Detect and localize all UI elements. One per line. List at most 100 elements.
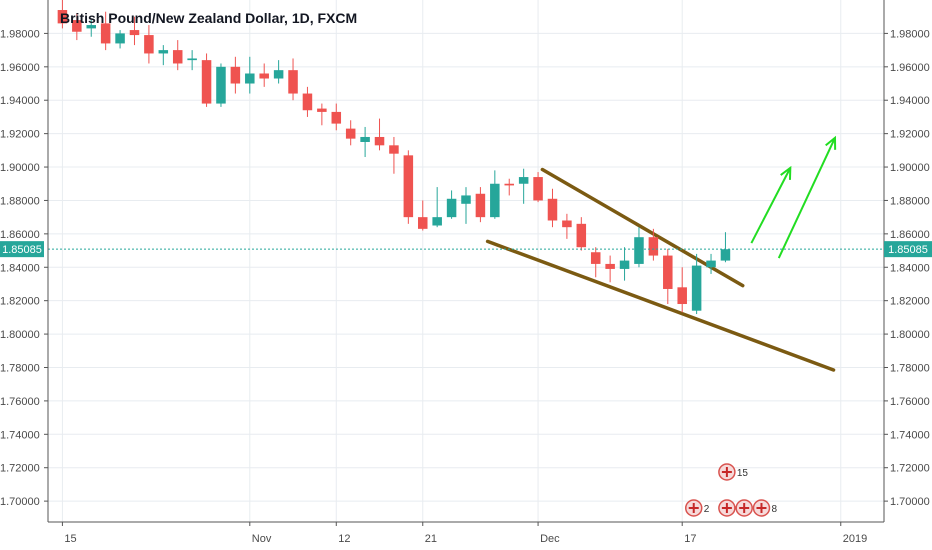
y-tick-label-left: 1.76000 <box>0 396 40 408</box>
x-tick-label: 12 <box>338 533 350 545</box>
candle-body <box>490 183 500 218</box>
y-tick-label-right: 1.76000 <box>890 396 930 408</box>
candle-body <box>648 237 659 256</box>
y-tick-label-left: 1.96000 <box>0 62 40 74</box>
y-tick-label-left: 1.80000 <box>0 329 40 341</box>
x-tick-label: 21 <box>425 533 437 545</box>
x-tick-label: 17 <box>684 533 696 545</box>
y-tick-label-right: 1.86000 <box>890 229 930 241</box>
y-tick-label-right: 1.88000 <box>890 195 930 207</box>
arrow-head <box>780 165 792 180</box>
y-tick-label-right: 1.92000 <box>890 129 930 141</box>
y-tick-label-left: 1.94000 <box>0 95 40 107</box>
candle-body <box>72 20 82 32</box>
candle-body <box>216 66 226 104</box>
arrow-shaft <box>777 137 836 259</box>
grid-lines <box>48 0 884 522</box>
candle-body <box>201 60 212 104</box>
y-tick-label-right: 1.80000 <box>890 329 930 341</box>
candle-body <box>475 193 486 218</box>
candle-body <box>273 70 284 79</box>
last-price-label: 1.85085 <box>2 244 42 256</box>
candle-body <box>374 136 385 146</box>
candle-body <box>504 183 514 186</box>
event-marker[interactable]: 2 <box>684 499 710 517</box>
badge-bg <box>0 241 44 258</box>
candle-body <box>403 155 414 218</box>
candle-body <box>158 50 169 54</box>
event-markers[interactable]: 152438 <box>684 463 778 517</box>
y-tick-label-right: 1.78000 <box>890 362 930 374</box>
y-tick-label-right: 1.96000 <box>890 62 930 74</box>
y-tick-label-left: 1.92000 <box>0 129 40 141</box>
candle-body <box>100 23 111 44</box>
candle-body <box>288 70 298 94</box>
y-tick-label-right: 1.74000 <box>890 429 930 441</box>
candle-body <box>230 66 241 84</box>
candle-series <box>57 0 731 315</box>
candle-body <box>317 108 327 112</box>
candle-body <box>86 25 96 29</box>
x-tick-label: 15 <box>64 533 76 545</box>
event-count: 15 <box>737 468 749 479</box>
event-count: 2 <box>704 504 710 515</box>
event-count: 8 <box>771 504 777 515</box>
y-tick-label-left: 1.78000 <box>0 362 40 374</box>
candle-body <box>331 111 342 124</box>
candle-body <box>605 263 615 269</box>
candle-body <box>129 30 140 36</box>
candle-body <box>590 252 601 264</box>
candle-body <box>461 195 471 204</box>
candle-body <box>706 260 716 268</box>
candle-body <box>446 198 457 218</box>
candle-body <box>691 265 702 311</box>
y-tick-label-right: 1.72000 <box>890 463 930 475</box>
candle-body <box>533 177 543 201</box>
candle-body <box>389 145 399 154</box>
arrow-head <box>825 135 837 150</box>
y-tick-label-left: 1.84000 <box>0 262 40 274</box>
candle-body <box>418 217 428 229</box>
last-price-badge-left: 1.85085 <box>0 241 44 258</box>
y-tick-label-right: 1.82000 <box>890 296 930 308</box>
x-tick-label: Nov <box>252 533 272 545</box>
y-tick-label-left: 1.86000 <box>0 229 40 241</box>
candle-body <box>187 58 197 61</box>
y-tick-label-right: 1.94000 <box>890 95 930 107</box>
candle-body <box>57 10 68 24</box>
y-tick-label-left: 1.90000 <box>0 162 40 174</box>
candle-body <box>576 223 587 248</box>
candle-body <box>144 35 154 54</box>
y-tick-label-right: 1.98000 <box>890 28 930 40</box>
candle-body <box>619 260 630 269</box>
x-tick-label: 2019 <box>843 533 867 545</box>
candle-body <box>259 73 269 79</box>
y-tick-label-right: 1.90000 <box>890 162 930 174</box>
event-marker[interactable]: 8 <box>752 499 777 517</box>
x-tick-label: Dec <box>540 533 560 545</box>
candle-body <box>518 177 529 184</box>
last-price-badge-right: 1.85085 <box>884 241 932 258</box>
chart-title: British Pound/New Zealand Dollar, 1D, FX… <box>60 10 357 26</box>
candle-body <box>663 255 673 289</box>
candle-body <box>115 33 125 44</box>
candle-body <box>345 128 356 139</box>
candle-body <box>547 198 558 221</box>
candle-body <box>360 136 370 142</box>
candle-body <box>677 287 687 305</box>
y-tick-label-left: 1.98000 <box>0 28 40 40</box>
candle-body <box>634 237 644 264</box>
y-tick-label-right: 1.70000 <box>890 496 930 508</box>
y-tick-label-left: 1.70000 <box>0 496 40 508</box>
y-tick-label-right: 1.84000 <box>890 262 930 274</box>
badge-bg <box>884 241 932 258</box>
last-price-label: 1.85085 <box>888 244 928 256</box>
candle-body <box>562 220 572 228</box>
y-tick-label-left: 1.74000 <box>0 429 40 441</box>
y-tick-label-left: 1.72000 <box>0 463 40 475</box>
candle-body <box>302 93 313 111</box>
event-marker[interactable]: 15 <box>718 463 749 481</box>
